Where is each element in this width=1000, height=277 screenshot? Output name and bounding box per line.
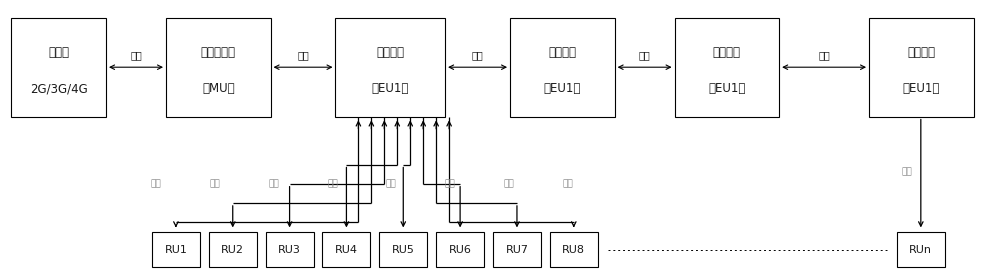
Text: RU1: RU1: [164, 245, 187, 255]
Bar: [152, 232, 200, 267]
Text: RU2: RU2: [221, 245, 244, 255]
Text: （MU）: （MU）: [202, 83, 235, 95]
Bar: [266, 232, 314, 267]
Text: RU7: RU7: [505, 245, 528, 255]
Text: 光纤: 光纤: [151, 179, 161, 188]
Text: 馈线: 馈线: [130, 50, 142, 60]
Text: RU5: RU5: [392, 245, 415, 255]
Text: （EU1）: （EU1）: [903, 83, 940, 95]
Text: RU8: RU8: [562, 245, 585, 255]
Bar: [166, 18, 271, 117]
Bar: [675, 18, 779, 117]
Bar: [11, 18, 106, 117]
Text: 光纤: 光纤: [209, 179, 220, 188]
Text: 扩展单元: 扩展单元: [713, 46, 741, 59]
Text: 光纤: 光纤: [639, 50, 650, 60]
Text: RU4: RU4: [335, 245, 358, 255]
Text: 扩展单元: 扩展单元: [548, 46, 576, 59]
Text: （EU1）: （EU1）: [708, 83, 746, 95]
Text: 2G/3G/4G: 2G/3G/4G: [30, 83, 88, 95]
Text: 光纤: 光纤: [445, 179, 456, 188]
Text: 主接入单元: 主接入单元: [201, 46, 236, 59]
Text: 光纤: 光纤: [901, 167, 912, 176]
Bar: [493, 232, 541, 267]
Bar: [897, 232, 945, 267]
Bar: [436, 232, 484, 267]
Text: 光纤: 光纤: [386, 179, 397, 188]
Bar: [379, 232, 427, 267]
Text: 光纤: 光纤: [504, 179, 514, 188]
Bar: [510, 18, 615, 117]
Text: （EU1）: （EU1）: [544, 83, 581, 95]
Text: 光纤: 光纤: [562, 179, 573, 188]
Text: 光纤: 光纤: [297, 50, 309, 60]
Bar: [869, 18, 974, 117]
Text: （EU1）: （EU1）: [372, 83, 409, 95]
Text: 光纤: 光纤: [472, 50, 483, 60]
Text: 扩展单元: 扩展单元: [907, 46, 935, 59]
Text: 光纤: 光纤: [268, 179, 279, 188]
Bar: [322, 232, 370, 267]
Bar: [209, 232, 257, 267]
Text: 光纤: 光纤: [818, 50, 830, 60]
Text: 扩展单元: 扩展单元: [376, 46, 404, 59]
Bar: [550, 232, 598, 267]
Text: RU6: RU6: [449, 245, 472, 255]
Text: RU3: RU3: [278, 245, 301, 255]
Text: RUn: RUn: [909, 245, 932, 255]
Bar: [335, 18, 445, 117]
Text: 信号源: 信号源: [48, 46, 69, 59]
Text: 光纤: 光纤: [327, 179, 338, 188]
